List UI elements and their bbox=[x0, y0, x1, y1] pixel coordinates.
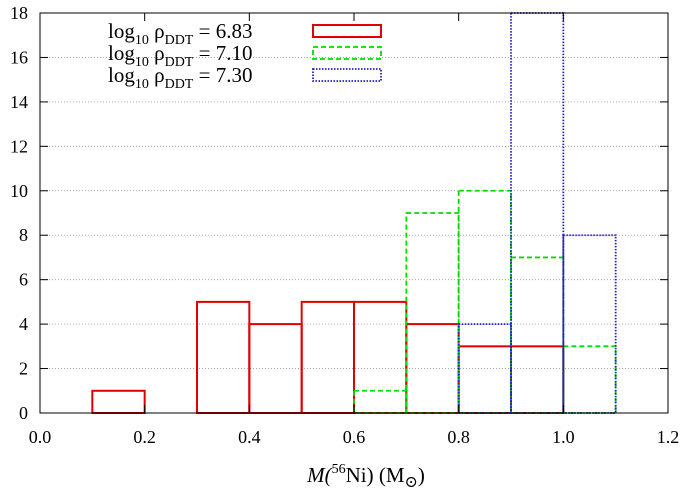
y-tick-label: 2 bbox=[19, 359, 28, 379]
histogram-bar bbox=[353, 300, 408, 414]
histogram-bar bbox=[405, 212, 460, 414]
y-tick-label: 14 bbox=[10, 92, 28, 112]
histogram-bar bbox=[353, 389, 408, 414]
y-tick-label: 18 bbox=[10, 3, 28, 23]
histogram-bar bbox=[405, 323, 460, 414]
x-tick-label: 0.8 bbox=[447, 427, 470, 447]
y-tick-label: 6 bbox=[19, 270, 28, 290]
x-axis-label-sub: ⊙ bbox=[405, 474, 418, 491]
x-axis-label-m: M( bbox=[306, 463, 333, 487]
y-tick-label: 0 bbox=[19, 403, 28, 423]
histogram-bar bbox=[300, 300, 355, 414]
histogram-bar bbox=[510, 345, 565, 415]
histogram-bar bbox=[91, 389, 146, 414]
x-tick-label: 0.4 bbox=[238, 427, 261, 447]
histogram-bars bbox=[91, 12, 617, 415]
x-tick-label: 0.0 bbox=[29, 427, 52, 447]
series-3 bbox=[457, 12, 617, 414]
axis-ticks bbox=[39, 12, 669, 414]
series-1 bbox=[91, 300, 565, 415]
histogram-bar bbox=[196, 300, 251, 414]
x-tick-label: 0.2 bbox=[133, 427, 156, 447]
histogram-bar bbox=[248, 323, 303, 414]
y-tick-label: 10 bbox=[10, 181, 28, 201]
legend-swatch bbox=[312, 68, 382, 82]
histogram-bar bbox=[510, 256, 565, 414]
histogram-bar bbox=[562, 345, 617, 414]
legend-label: log10 ρDDT = 7.30 bbox=[108, 63, 252, 92]
y-tick-labels: 0 2 4 6 8 10 12 14 16 18 bbox=[10, 3, 28, 423]
x-axis-label-sup: 56 bbox=[332, 462, 346, 477]
x-axis-label-mid: Ni) (M bbox=[346, 463, 405, 487]
histogram-bar bbox=[457, 345, 512, 415]
legend-swatch bbox=[312, 46, 382, 60]
x-tick-label: 1.0 bbox=[552, 427, 575, 447]
x-axis-label: M(56Ni) (M⊙) bbox=[306, 462, 425, 491]
x-axis-label-end: ) bbox=[418, 463, 425, 487]
legend-label: log10 ρDDT = 6.83 bbox=[108, 19, 252, 48]
y-tick-label: 16 bbox=[10, 47, 28, 67]
histogram-bar bbox=[510, 12, 565, 414]
y-tick-label: 8 bbox=[19, 225, 28, 245]
x-tick-label: 1.2 bbox=[657, 427, 680, 447]
histogram-bar bbox=[457, 189, 512, 414]
y-tick-label: 12 bbox=[10, 136, 28, 156]
legend-label: log10 ρDDT = 7.10 bbox=[108, 41, 252, 70]
legend-swatch bbox=[312, 24, 382, 38]
x-tick-labels: 0.0 0.2 0.4 0.6 0.8 1.0 1.2 bbox=[29, 427, 680, 447]
y-tick-label: 4 bbox=[19, 314, 28, 334]
x-tick-label: 0.6 bbox=[343, 427, 366, 447]
